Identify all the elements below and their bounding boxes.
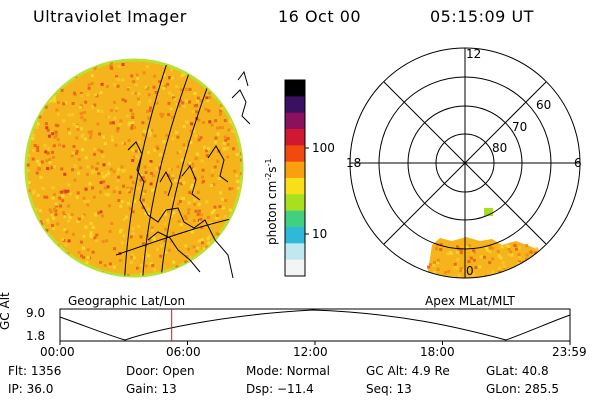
color-bar-segment xyxy=(285,129,305,146)
mlt-label-0: 0 xyxy=(466,264,474,278)
time-tick-1800: 18:00 xyxy=(420,345,455,359)
polar-grid xyxy=(349,47,581,279)
altitude-axis-label: GC Alt xyxy=(0,292,12,330)
info-glat: GLat: 40.8 xyxy=(486,364,549,378)
info-mode: Mode: Normal xyxy=(246,364,330,378)
mlat-label-70: 70 xyxy=(512,120,528,134)
mlt-label-6: 6 xyxy=(574,156,582,170)
time-tick-0000: 00:00 xyxy=(40,345,75,359)
coastlines xyxy=(127,70,250,279)
time-ticks xyxy=(59,341,571,345)
color-bar xyxy=(284,79,309,277)
mlt-label-12: 12 xyxy=(466,47,482,61)
info-glon: GLon: 285.5 xyxy=(486,382,559,396)
auroral-spot xyxy=(484,208,493,216)
mlat-label-60: 60 xyxy=(536,98,552,112)
color-bar-segment xyxy=(285,227,305,244)
time-tick-0600: 06:00 xyxy=(166,345,201,359)
color-bar-segment xyxy=(285,178,305,195)
color-bar-segment xyxy=(285,243,305,261)
color-bar-tick-10: 10 xyxy=(312,227,328,241)
geographic-image-panel xyxy=(24,58,250,279)
color-bar-segment xyxy=(285,80,305,97)
time-label: 05:15:09 UT xyxy=(430,7,534,26)
color-bar-units-label: photon cm-2s-1 xyxy=(264,158,279,245)
instrument-title: Ultraviolet Imager xyxy=(33,7,187,26)
color-bar-segment xyxy=(285,112,305,130)
polar-caption: Apex MLat/MLT xyxy=(425,294,515,308)
polar-mlat-mlt-panel xyxy=(349,47,581,279)
color-bar-tick-100: 100 xyxy=(312,141,335,155)
color-bar-segment xyxy=(285,145,305,163)
altitude-strip-chart xyxy=(59,308,571,345)
info-flt: Flt: 1356 xyxy=(8,364,62,378)
time-tick-2359: 23:59 xyxy=(552,345,587,359)
color-bar-segment xyxy=(285,210,305,228)
date-label: 16 Oct 00 xyxy=(278,7,362,26)
color-bar-segment xyxy=(285,96,305,114)
time-tick-1200: 12:00 xyxy=(293,345,328,359)
info-gc-alt: GC Alt: 4.9 Re xyxy=(366,364,450,378)
color-bar-segment xyxy=(285,161,305,179)
auroral-oval-emission xyxy=(420,237,580,278)
info-gain: Gain: 13 xyxy=(126,382,177,396)
color-bar-segment xyxy=(285,194,305,212)
info-dsp: Dsp: −11.4 xyxy=(246,382,314,396)
info-door: Door: Open xyxy=(126,364,195,378)
altitude-y-tick-low: 1.8 xyxy=(26,329,46,343)
info-ip: IP: 36.0 xyxy=(8,382,54,396)
info-seq: Seq: 13 xyxy=(366,382,412,396)
color-bar-scale xyxy=(285,80,305,277)
geographic-caption: Geographic Lat/Lon xyxy=(68,294,186,308)
altitude-y-tick-high: 9.0 xyxy=(26,306,46,320)
color-bar-segment xyxy=(285,259,305,277)
altitude-curve xyxy=(59,309,571,341)
mlat-label-80: 80 xyxy=(492,141,508,155)
mlt-label-18: 18 xyxy=(346,156,362,170)
